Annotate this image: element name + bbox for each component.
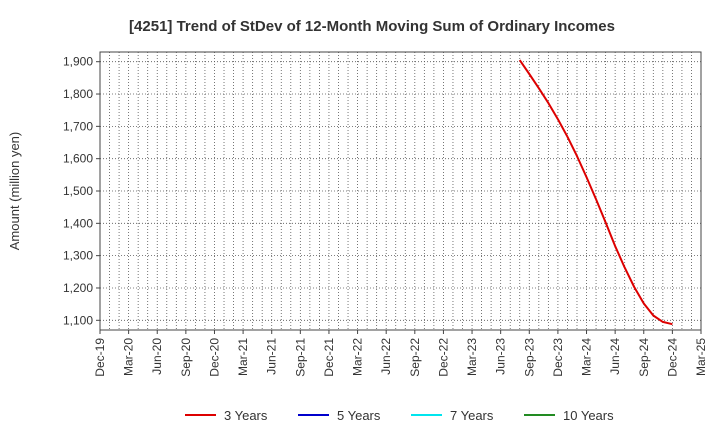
y-tick-label: 1,100: [63, 313, 93, 327]
legend-label: 5 Years: [337, 408, 381, 423]
x-tick-label: Mar-20: [122, 338, 136, 376]
x-tick-label: Mar-21: [236, 338, 250, 376]
y-tick-label: 1,300: [63, 249, 93, 263]
x-tick-label: Sep-24: [637, 338, 651, 377]
x-tick-label: Dec-24: [665, 338, 679, 377]
x-tick-label: Dec-23: [551, 338, 565, 377]
x-tick-label: Dec-19: [93, 338, 107, 377]
legend-label: 7 Years: [450, 408, 494, 423]
y-tick-label: 1,700: [63, 119, 93, 133]
y-tick-label: 1,500: [63, 184, 93, 198]
y-tick-labels: 1,100 1,200 1,300 1,400 1,500 1,600 1,700 1,800…: [63, 55, 100, 327]
x-tick-label: Jun-20: [150, 338, 164, 375]
y-axis-label: Amount (million yen): [7, 132, 22, 251]
x-tick-label: Mar-23: [465, 338, 479, 376]
y-tick-label: 1,900: [63, 55, 93, 69]
legend-label: 3 Years: [224, 408, 268, 423]
x-tick-label: Dec-22: [436, 338, 450, 377]
x-tick-label: Dec-21: [322, 338, 336, 377]
series-line-3-years: [518, 59, 673, 326]
x-tick-label: Jun-21: [265, 338, 279, 375]
x-tick-label: Jun-23: [494, 338, 508, 375]
x-tick-label: Jun-24: [608, 338, 622, 375]
x-tick-label: Sep-20: [179, 338, 193, 377]
chart-title: [4251] Trend of StDev of 12-Month Moving…: [129, 18, 615, 35]
x-tick-label: Mar-24: [580, 338, 594, 376]
x-tick-label: Sep-22: [408, 338, 422, 377]
y-tick-label: 1,400: [63, 216, 93, 230]
y-tick-label: 1,200: [63, 281, 93, 295]
x-tick-label: Sep-21: [293, 338, 307, 377]
x-tick-label: Mar-25: [694, 338, 708, 376]
x-tick-label: Dec-20: [207, 338, 221, 377]
x-tick-label: Mar-22: [351, 338, 365, 376]
series-lines: [518, 59, 673, 326]
legend-label: 10 Years: [563, 408, 614, 423]
x-tick-label: Sep-23: [522, 338, 536, 377]
y-tick-label: 1,800: [63, 87, 93, 101]
grid: [100, 52, 701, 330]
legend: 3 Years 5 Years 7 Years 10 Years: [185, 408, 614, 423]
x-tick-label: Jun-22: [379, 338, 393, 375]
y-tick-label: 1,600: [63, 152, 93, 166]
x-tick-labels: Dec-19 Mar-20 Jun-20 Sep-20 Dec-20 Mar-21 Jun-…: [93, 330, 708, 377]
